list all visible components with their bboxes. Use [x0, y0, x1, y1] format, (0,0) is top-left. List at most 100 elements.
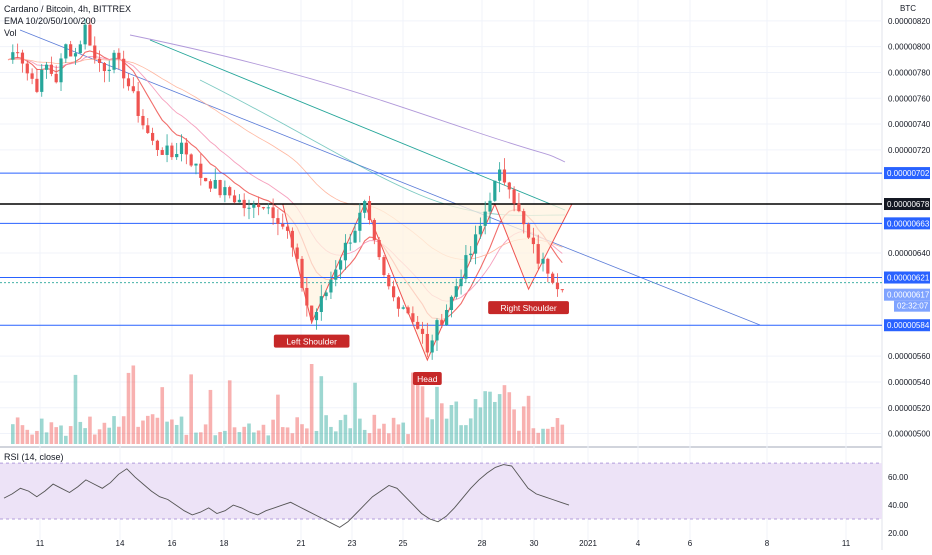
volume-legend[interactable]: Vol: [4, 28, 17, 38]
volume-bar: [401, 422, 406, 444]
volume-bar: [526, 395, 531, 444]
candle-body: [358, 212, 362, 231]
candle-body: [334, 269, 338, 280]
rsi-band: [0, 462, 882, 520]
candle-body: [257, 204, 261, 208]
level-badge-label: 0.00000584: [887, 321, 930, 330]
volume-bar: [280, 427, 285, 444]
volume-bar: [92, 434, 97, 444]
level-badge-label: 0.00000663: [887, 219, 930, 228]
volume-bar: [232, 427, 237, 444]
last-price-label: 0.00000617: [887, 291, 930, 300]
volume-bar: [39, 418, 44, 444]
volume-bar: [478, 407, 483, 444]
candle-body: [242, 199, 246, 209]
rsi-band-fill: [0, 463, 882, 520]
volume-bar: [218, 431, 222, 444]
volume-bar: [199, 432, 203, 444]
candle-body: [367, 201, 372, 220]
candle-body: [449, 296, 454, 310]
candle-body: [223, 187, 227, 196]
volume-bar: [256, 430, 261, 444]
volume-bar: [266, 435, 271, 444]
volume-bar: [488, 391, 492, 444]
volume-bar: [507, 392, 512, 444]
pattern-labels: Left Shoulder Head Right Shoulder: [273, 301, 569, 386]
y-tick-label: 0.00000820: [888, 17, 931, 26]
x-tick-label: 11: [36, 539, 45, 548]
volume-bars: [11, 364, 565, 444]
pattern-label-badge: [273, 334, 350, 348]
trendline-long: [19, 29, 761, 326]
volume-bar: [444, 418, 449, 444]
candle-body: [208, 181, 213, 189]
candle-body: [204, 177, 208, 182]
volume-bar: [415, 376, 420, 444]
volume-bar: [203, 424, 208, 444]
volume-bar: [290, 433, 295, 444]
ema-legend[interactable]: EMA 10/20/50/100/200: [4, 16, 96, 26]
volume-bar: [546, 428, 550, 444]
horizontal-levels: [0, 172, 882, 326]
candle-body: [531, 237, 535, 245]
x-tick-label: 21: [297, 539, 306, 548]
candle-body: [107, 69, 111, 72]
candle-body: [478, 225, 482, 235]
volume-bar: [555, 418, 560, 444]
volume-bar: [459, 425, 463, 444]
volume-bar: [15, 417, 20, 444]
candlesticks: [11, 18, 564, 360]
rsi-line: [3, 464, 570, 528]
candle-body: [464, 255, 468, 279]
volume-bar: [512, 409, 516, 444]
candle-body: [261, 207, 266, 209]
volume-bar: [97, 429, 102, 444]
rsi-legend[interactable]: RSI (14, close): [4, 452, 64, 462]
level-badge-label: 0.00000678: [887, 200, 930, 209]
volume-bar: [560, 424, 565, 444]
volume-bar: [247, 423, 251, 444]
candle-body: [117, 52, 121, 59]
y-tick-label: 0.00000540: [888, 378, 931, 387]
volume-bar: [541, 428, 545, 444]
volume-bar: [136, 426, 140, 444]
symbol-legend[interactable]: Cardano / Bitcoin, 4h, BITTREX: [4, 4, 132, 14]
candle-body: [363, 201, 367, 213]
candle-body: [11, 52, 15, 60]
y-tick-label: 0.00000500: [888, 430, 931, 439]
volume-bar: [73, 374, 78, 444]
y-tick-label: 0.00000760: [888, 94, 931, 103]
volume-bar: [550, 426, 555, 444]
volume-bar: [319, 376, 324, 444]
volume-bar: [333, 431, 338, 444]
candle-body: [377, 239, 381, 258]
pattern-label-text: Head: [417, 374, 438, 384]
countdown-badge: [894, 300, 930, 312]
candle-body: [290, 230, 294, 248]
candle-body: [122, 58, 126, 79]
candle-body: [348, 242, 352, 244]
candle-body: [440, 320, 444, 326]
candle-body: [541, 258, 545, 264]
candle-body: [324, 292, 328, 297]
volume-bar: [49, 422, 54, 444]
candle-body: [353, 230, 357, 243]
candle-body: [276, 218, 280, 224]
candle-body: [165, 145, 169, 155]
y-tick-label: 0.00000740: [888, 120, 931, 129]
pattern-label-text: Right Shoulder: [500, 303, 556, 313]
y-tick-label: 0.00000640: [888, 249, 931, 258]
volume-bar: [454, 401, 459, 444]
volume-bar: [150, 414, 155, 444]
candle-body: [247, 207, 251, 209]
x-tick-label: 18: [220, 539, 229, 548]
candle-body: [69, 44, 73, 57]
candle-body: [102, 63, 106, 72]
volume-bar: [35, 430, 39, 444]
candle-body: [189, 154, 193, 166]
volume-bar: [348, 428, 353, 444]
candle-body: [314, 311, 319, 321]
candle-body: [473, 234, 478, 254]
candle-body: [78, 44, 82, 54]
